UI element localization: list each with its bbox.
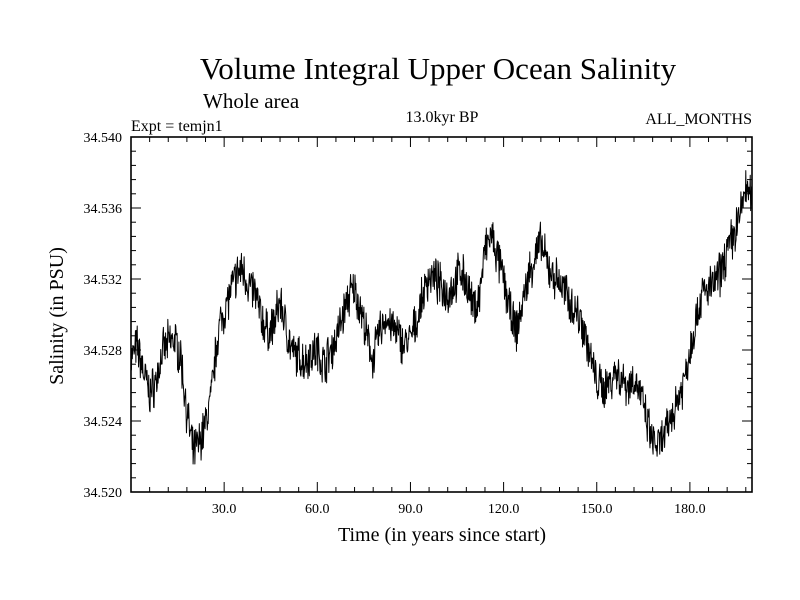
experiment-label: Expt = temjn1 [131, 118, 223, 135]
salinity-series-line [130, 170, 753, 465]
y-tick-labels: 34.520 34.524 34.528 34.532 34.536 34.540 [84, 131, 123, 501]
axis-ticks [130, 136, 752, 493]
plot-frame [130, 136, 753, 493]
x-tick-label: 90.0 [398, 502, 423, 517]
y-tick-label: 34.520 [84, 486, 123, 501]
x-tick-label: 150.0 [581, 502, 613, 517]
x-tick-label: 180.0 [674, 502, 706, 517]
y-tick-label: 34.532 [84, 273, 123, 288]
y-axis-title: Salinity (in PSU) [46, 247, 68, 385]
chart-subtitle: Whole area [203, 89, 300, 113]
y-tick-label: 34.536 [84, 202, 123, 217]
period-label: 13.0kyr BP [406, 109, 479, 126]
months-label: ALL_MONTHS [645, 111, 752, 128]
x-tick-label: 30.0 [212, 502, 237, 517]
x-axis-title: Time (in years since start) [338, 524, 546, 546]
x-tick-labels: 30.0 60.0 90.0 120.0 150.0 180.0 [212, 502, 706, 517]
x-tick-label: 120.0 [488, 502, 520, 517]
y-tick-label: 34.540 [84, 131, 123, 146]
y-tick-label: 34.524 [84, 415, 123, 430]
chart-title: Volume Integral Upper Ocean Salinity [200, 51, 677, 86]
x-tick-label: 60.0 [305, 502, 330, 517]
y-tick-label: 34.528 [84, 344, 123, 359]
